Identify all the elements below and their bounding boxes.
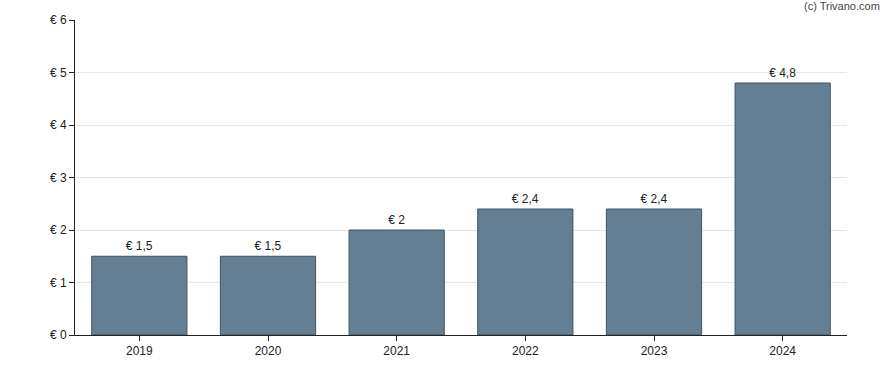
svg-text:2023: 2023 xyxy=(641,344,668,358)
svg-text:€ 2,4: € 2,4 xyxy=(640,192,667,206)
svg-text:€ 0: € 0 xyxy=(50,328,67,342)
svg-text:€ 1,5: € 1,5 xyxy=(126,239,153,253)
svg-text:€ 5: € 5 xyxy=(50,66,67,80)
svg-text:€ 3: € 3 xyxy=(50,171,67,185)
svg-text:€ 1: € 1 xyxy=(50,276,67,290)
svg-text:€ 6: € 6 xyxy=(50,13,67,27)
svg-text:€ 2: € 2 xyxy=(50,223,67,237)
svg-text:€ 1,5: € 1,5 xyxy=(254,239,281,253)
svg-text:(c) Trivano.com: (c) Trivano.com xyxy=(804,0,880,12)
svg-text:€ 4,8: € 4,8 xyxy=(769,66,796,80)
svg-text:€ 2: € 2 xyxy=(388,213,405,227)
svg-text:2019: 2019 xyxy=(126,344,153,358)
svg-text:2022: 2022 xyxy=(512,344,539,358)
svg-text:2021: 2021 xyxy=(383,344,410,358)
svg-text:€ 4: € 4 xyxy=(50,118,67,132)
svg-text:2020: 2020 xyxy=(255,344,282,358)
svg-text:€ 2,4: € 2,4 xyxy=(512,192,539,206)
svg-text:2024: 2024 xyxy=(769,344,796,358)
